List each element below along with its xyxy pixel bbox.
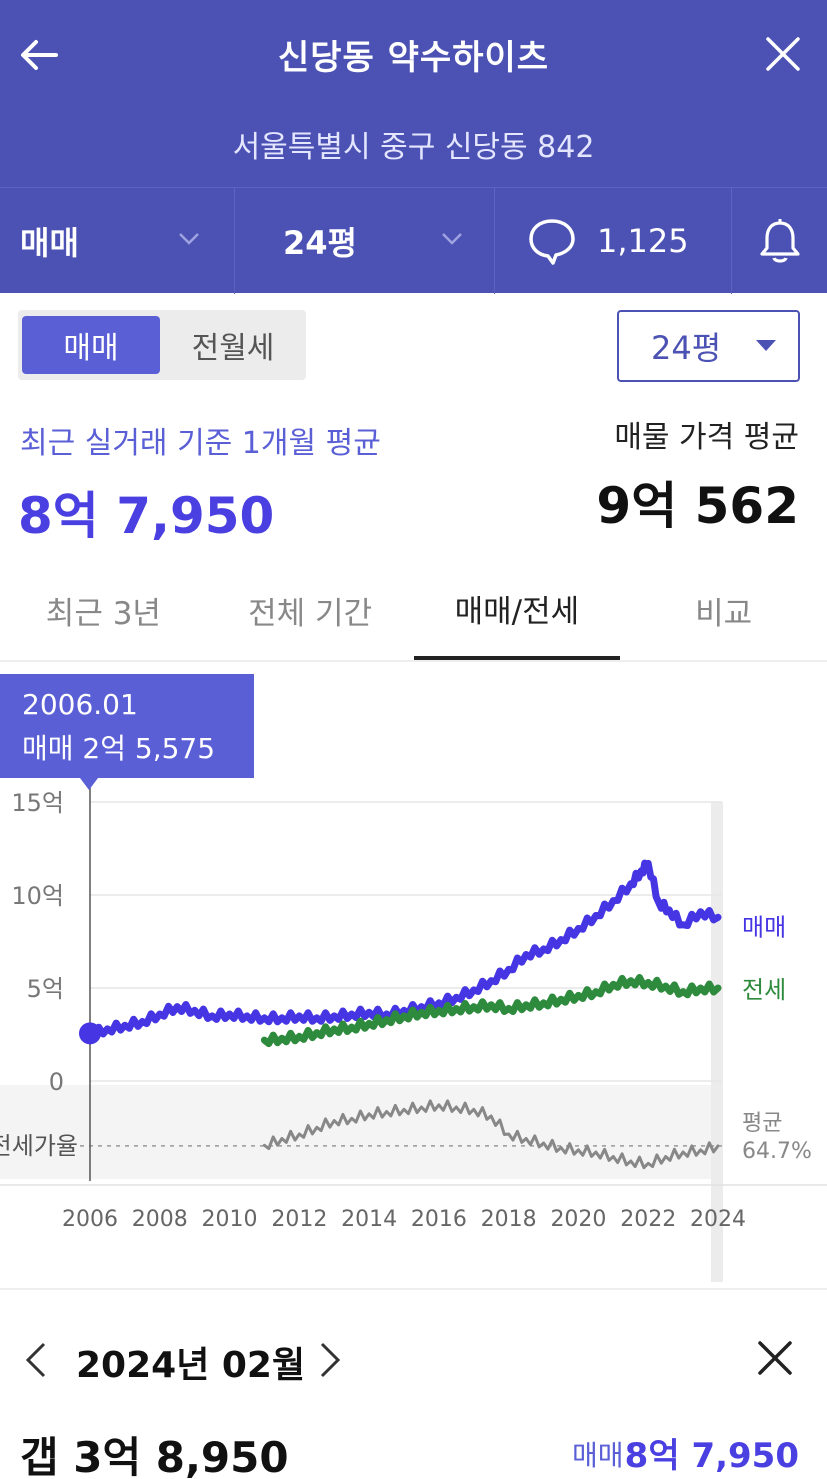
tab-sale-lease[interactable]: 매매/전세 — [413, 560, 621, 660]
y-tick-label: 0 — [49, 1068, 64, 1096]
notification-button[interactable] — [732, 188, 827, 294]
comment-count: 1,125 — [597, 222, 689, 260]
asking-price-label: 매물 가격 평균 — [614, 420, 799, 455]
deal-type-dropdown[interactable]: 매매 — [0, 188, 235, 294]
ratio-average-value: 64.7% — [742, 1139, 812, 1164]
chevron-down-icon — [179, 233, 199, 245]
chevron-down-icon — [442, 233, 462, 245]
tab-compare[interactable]: 비교 — [695, 595, 753, 632]
speech-bubble-icon — [529, 219, 575, 265]
chevron-right-icon[interactable] — [316, 1340, 344, 1380]
ratio-average-label: 평균 — [742, 1111, 782, 1136]
ratio-panel-bg — [0, 1085, 720, 1179]
chart-tooltip: 2006.01 매매 2억 5,575 — [0, 674, 254, 778]
recent-price-label: 최근 실거래 기준 1개월 평균 — [20, 426, 381, 461]
x-tick-label: 2024 — [690, 1207, 746, 1232]
gap-amount: 갭 3억 8,950 — [20, 1433, 289, 1479]
close-icon[interactable] — [757, 1340, 793, 1376]
x-tick-label: 2010 — [202, 1207, 258, 1232]
app-header: 신당동 약수하이츠 서울특별시 중구 신당동 842 매매 24평 — [0, 0, 827, 294]
tooltip-date: 2006.01 — [22, 688, 138, 721]
complex-title: 신당동 약수하이츠 — [277, 38, 550, 78]
x-tick-label: 2022 — [620, 1207, 676, 1232]
y-tick-label: 10억 — [11, 882, 64, 910]
tab-recent-3y[interactable]: 최근 3년 — [45, 595, 161, 632]
bell-icon — [759, 219, 800, 263]
selected-point-marker — [79, 1022, 101, 1045]
x-tick-label: 2014 — [341, 1207, 397, 1232]
size-dropdown[interactable]: 24평 — [235, 188, 495, 294]
y-tick-label: 15억 — [11, 789, 64, 817]
trade-label: 매매 — [572, 1439, 624, 1472]
asking-price-value: 9억 562 — [596, 477, 799, 535]
y-tick-label: 5억 — [27, 975, 64, 1003]
x-tick-label: 2006 — [62, 1207, 118, 1232]
complex-address: 서울특별시 중구 신당동 842 — [232, 130, 595, 165]
deal-type-toggle: 매매 전월세 — [18, 310, 306, 380]
legend-sale: 매매 — [742, 913, 786, 941]
size-select[interactable]: 24평 — [617, 310, 800, 382]
ratio-axis-label: 전세가율 — [0, 1132, 78, 1160]
x-tick-label: 2016 — [411, 1207, 467, 1232]
tooltip-arrow — [80, 778, 98, 790]
tooltip-value: 매매 2억 5,575 — [22, 732, 216, 765]
comments-button[interactable]: 1,125 — [495, 188, 732, 294]
deal-type-label: 매매 — [20, 224, 79, 262]
filter-bar: 매매 24평 1,125 — [0, 187, 827, 294]
toggle-lease[interactable]: 전월세 — [191, 331, 275, 366]
chevron-left-icon[interactable] — [22, 1340, 50, 1380]
size-label: 24평 — [283, 224, 357, 262]
x-tick-label: 2008 — [132, 1207, 188, 1232]
recent-price-value: 8억 7,950 — [18, 487, 275, 545]
x-tick-label: 2018 — [481, 1207, 537, 1232]
trade-value: 8억 7,950 — [624, 1436, 799, 1476]
period-tabs: 최근 3년 전체 기간 매매/전세 비교 — [0, 560, 827, 662]
tab-all-period[interactable]: 전체 기간 — [248, 595, 373, 632]
x-tick-label: 2012 — [271, 1207, 327, 1232]
caret-down-icon — [756, 340, 776, 351]
detail-month: 2024년 02월 — [76, 1345, 306, 1386]
close-icon[interactable] — [763, 34, 803, 74]
legend-jeonse: 전세 — [742, 976, 786, 1004]
x-tick-label: 2020 — [550, 1207, 606, 1232]
divider — [0, 1288, 827, 1290]
back-arrow-icon[interactable] — [16, 32, 62, 78]
toggle-sale[interactable]: 매매 — [22, 316, 160, 374]
size-select-value: 24평 — [651, 329, 722, 367]
